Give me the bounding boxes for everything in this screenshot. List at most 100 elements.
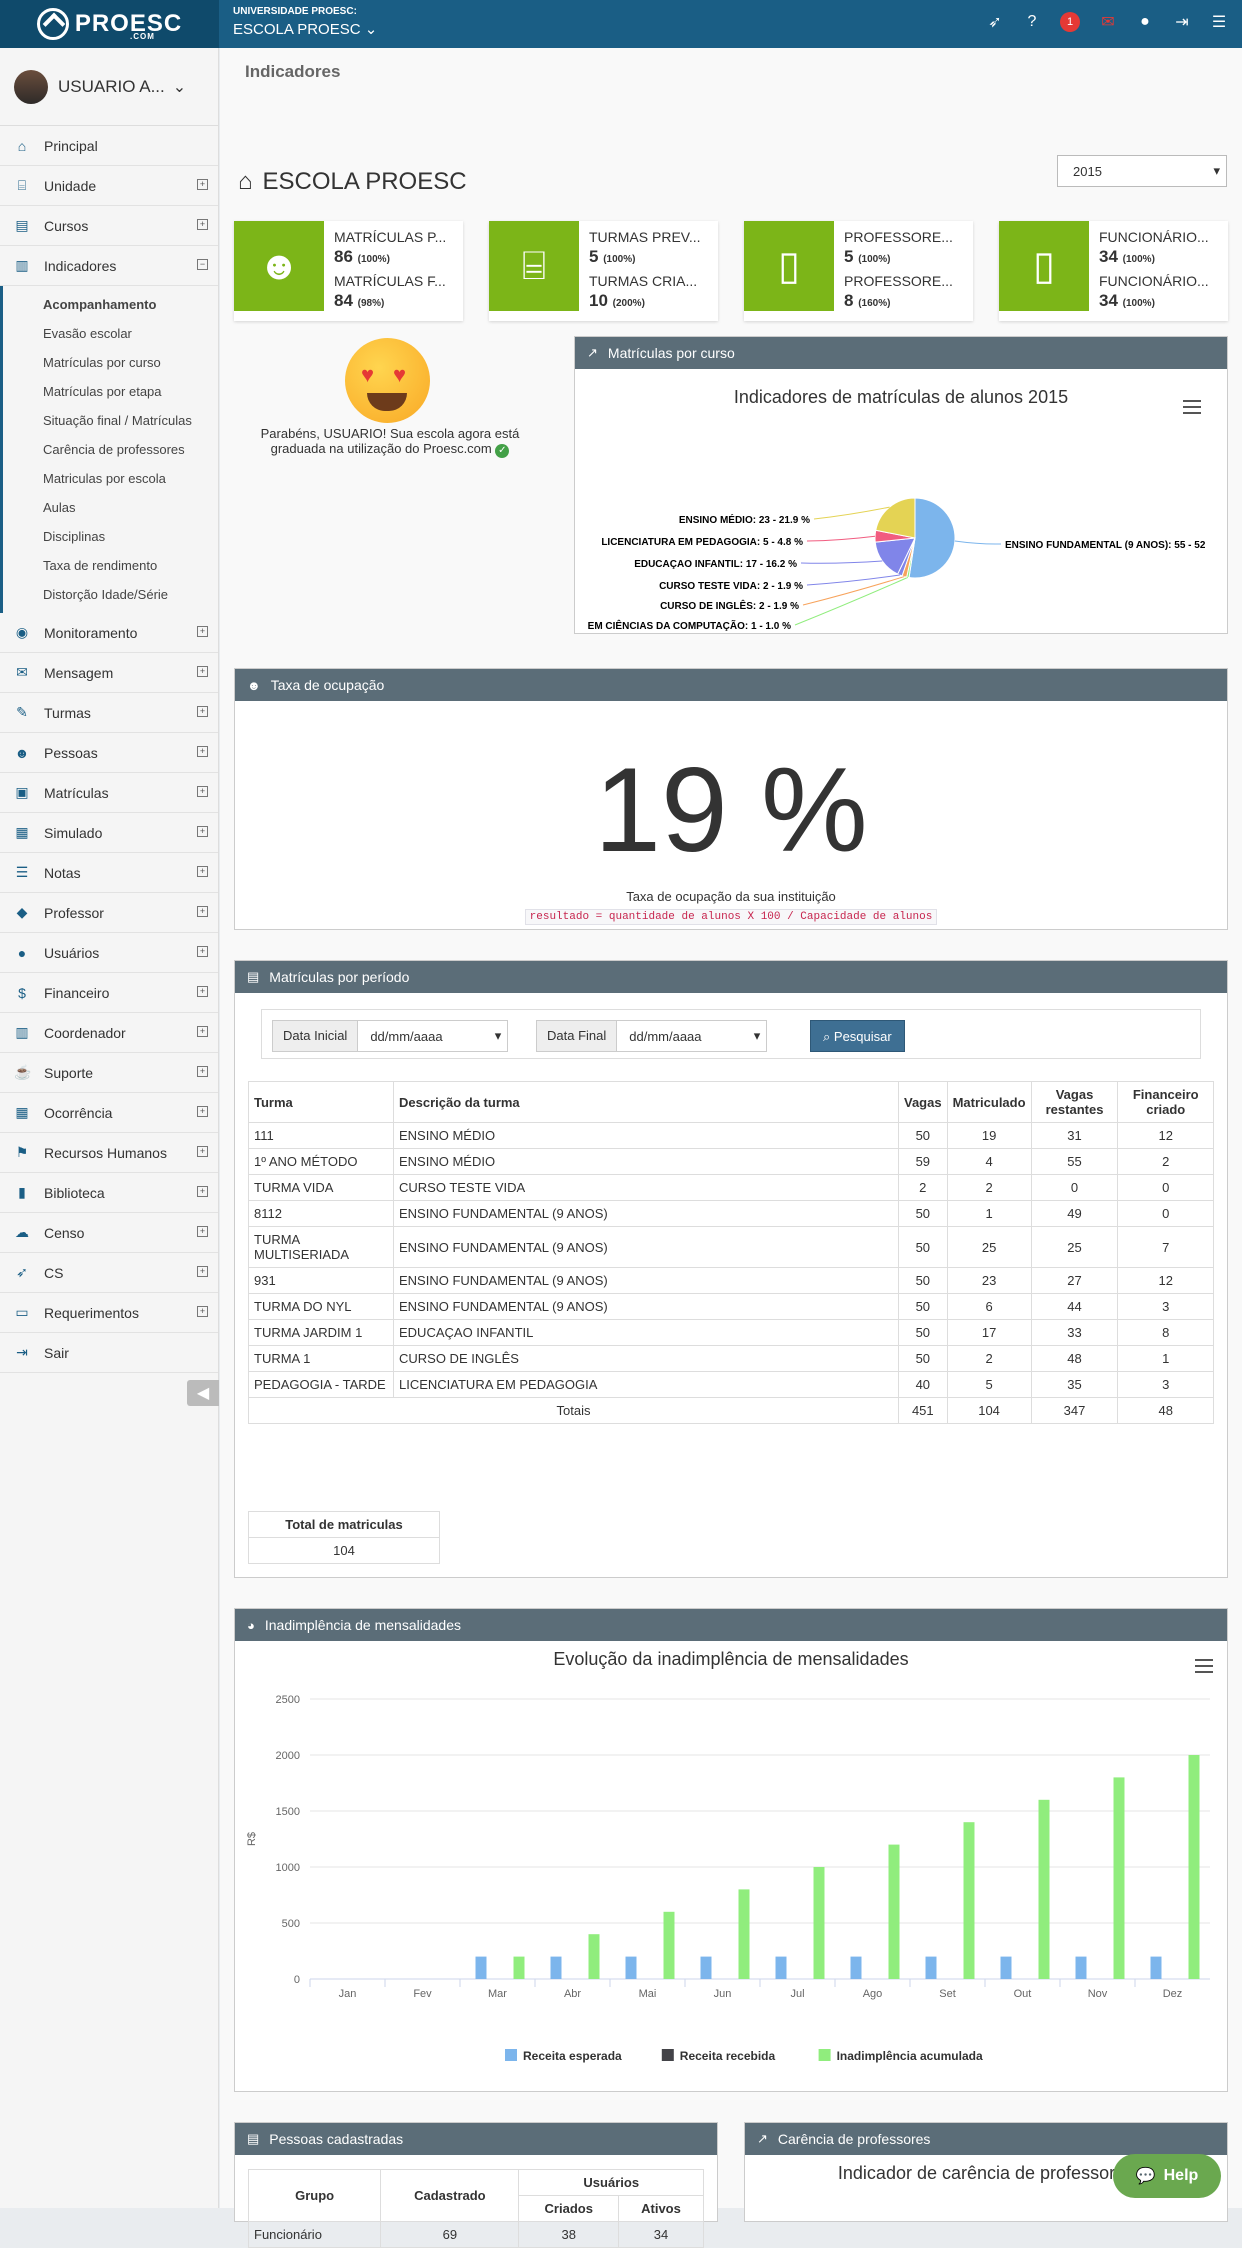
help-button[interactable]: 💬 Help <box>1113 2154 1221 2198</box>
user-icon[interactable]: ● <box>1140 13 1150 30</box>
expand-icon[interactable]: + <box>197 986 208 997</box>
bar[interactable] <box>550 1956 562 1979</box>
sidebar-item-indicadores[interactable]: ▥ Indicadores − <box>0 246 218 286</box>
sidebar-item-recursos-humanos[interactable]: ⚑ Recursos Humanos + <box>0 1133 218 1173</box>
expand-icon[interactable]: + <box>197 666 208 677</box>
submenu-item[interactable]: Evasão escolar <box>43 326 132 341</box>
submenu-item[interactable]: Matrículas por etapa <box>43 384 162 399</box>
sidebar-item-pessoas[interactable]: ☻ Pessoas + <box>0 733 218 773</box>
legend-label[interactable]: Inadimplência acumulada <box>837 2049 983 2063</box>
sidebar-item-mensagem[interactable]: ✉ Mensagem + <box>0 653 218 693</box>
sidebar-item-suporte[interactable]: ☕ Suporte + <box>0 1053 218 1093</box>
sidebar-item-unidade[interactable]: ⌸ Unidade + <box>0 166 218 206</box>
sidebar-item-requerimentos[interactable]: ▭ Requerimentos + <box>0 1293 218 1333</box>
expand-icon[interactable]: + <box>197 826 208 837</box>
school-name[interactable]: ESCOLA PROESC ⌄ <box>233 21 378 38</box>
expand-icon[interactable]: + <box>197 219 208 230</box>
expand-icon[interactable]: + <box>197 786 208 797</box>
rocket-icon[interactable]: ➶ <box>988 14 1002 31</box>
expand-icon[interactable]: + <box>197 866 208 877</box>
expand-icon[interactable]: − <box>197 259 208 270</box>
expand-icon[interactable]: + <box>197 946 208 957</box>
bar[interactable] <box>925 1956 937 1979</box>
submenu-item[interactable]: Matrículas por curso <box>43 355 161 370</box>
bar[interactable] <box>1113 1777 1125 1979</box>
bar[interactable] <box>475 1956 487 1979</box>
expand-icon[interactable]: + <box>197 906 208 917</box>
bar[interactable] <box>775 1956 787 1979</box>
submenu-item[interactable]: Situação final / Matrículas <box>43 413 192 428</box>
expand-icon[interactable]: + <box>197 1026 208 1037</box>
expand-icon[interactable]: + <box>197 706 208 717</box>
legend-label[interactable]: Receita esperada <box>523 2049 622 2063</box>
bar[interactable] <box>588 1934 600 1979</box>
user-profile[interactable]: USUARIO A... ⌄ <box>0 48 218 126</box>
end-date-input[interactable]: dd/mm/aaaa <box>617 1020 768 1052</box>
sidebar-item-financeiro[interactable]: $ Financeiro + <box>0 973 218 1013</box>
menu-icon[interactable]: ☰ <box>1211 14 1227 31</box>
bar[interactable] <box>1150 1956 1162 1979</box>
sidebar-item-cursos[interactable]: ▤ Cursos + <box>0 206 218 246</box>
expand-icon[interactable]: + <box>197 1066 208 1077</box>
bar[interactable] <box>700 1956 712 1979</box>
sidebar-item-sair[interactable]: ⇥ Sair <box>0 1333 218 1373</box>
sidebar-item-ocorr-ncia[interactable]: ▦ Ocorrência + <box>0 1093 218 1133</box>
bar[interactable] <box>738 1889 750 1979</box>
sidebar-item-biblioteca[interactable]: ▮ Biblioteca + <box>0 1173 218 1213</box>
expand-icon[interactable]: + <box>197 746 208 757</box>
sidebar-item-monitoramento[interactable]: ◉ Monitoramento + <box>0 613 218 653</box>
expand-icon[interactable]: + <box>197 626 208 637</box>
sidebar-item-professor[interactable]: ◆ Professor + <box>0 893 218 933</box>
chart-menu-icon[interactable] <box>1195 1659 1213 1673</box>
chart-menu-icon[interactable] <box>1183 400 1201 414</box>
expand-icon[interactable]: + <box>197 1146 208 1157</box>
start-date-input[interactable]: dd/mm/aaaa <box>358 1020 509 1052</box>
school-selector[interactable]: UNIVERSIDADE PROESC: ESCOLA PROESC ⌄ <box>233 6 377 38</box>
bar[interactable] <box>1000 1956 1012 1979</box>
submenu-item[interactable]: Disciplinas <box>43 529 106 544</box>
submenu-item[interactable]: Taxa de rendimento <box>43 558 158 573</box>
bar[interactable] <box>663 1911 675 1979</box>
collapse-sidebar-button[interactable]: ◀ <box>187 1380 219 1406</box>
bar[interactable] <box>888 1844 900 1979</box>
submenu-item[interactable]: Matriculas por escola <box>43 471 166 486</box>
envelope-icon[interactable]: ✉ <box>1101 14 1115 31</box>
submenu-item[interactable]: Aulas <box>43 500 76 515</box>
legend-label[interactable]: Receita recebida <box>680 2049 776 2063</box>
expand-icon[interactable]: + <box>197 1106 208 1117</box>
bar[interactable] <box>625 1956 637 1979</box>
bar[interactable] <box>1038 1799 1050 1979</box>
pie-slice[interactable] <box>908 497 956 579</box>
bar[interactable] <box>1188 1755 1200 1979</box>
bar[interactable] <box>1075 1956 1087 1979</box>
table-cell: TURMA JARDIM 1 <box>248 1319 394 1346</box>
bar[interactable] <box>813 1867 825 1979</box>
expand-icon[interactable]: + <box>197 1186 208 1197</box>
pie-slice[interactable] <box>875 497 916 539</box>
expand-icon[interactable]: + <box>197 1226 208 1237</box>
submenu-item[interactable]: Distorção Idade/Série <box>43 587 169 602</box>
sign-out-icon[interactable]: ⇥ <box>1175 14 1189 31</box>
sidebar-item-cs[interactable]: ➶ CS + <box>0 1253 218 1293</box>
sidebar-item-usu-rios[interactable]: ● Usuários + <box>0 933 218 973</box>
notification-badge[interactable]: 1 <box>1060 12 1080 32</box>
expand-icon[interactable]: + <box>197 179 208 190</box>
submenu-item[interactable]: Carência de professores <box>43 442 185 457</box>
submenu-item[interactable]: Acompanhamento <box>43 297 157 312</box>
year-select[interactable]: 2015 <box>1057 155 1227 187</box>
bar[interactable] <box>850 1956 862 1979</box>
bar[interactable] <box>963 1822 975 1979</box>
sidebar-item-coordenador[interactable]: ▥ Coordenador + <box>0 1013 218 1053</box>
expand-icon[interactable]: + <box>197 1266 208 1277</box>
search-button[interactable]: ⌕ Pesquisar <box>810 1020 905 1052</box>
question-icon[interactable]: ? <box>1027 13 1037 30</box>
sidebar-item-notas[interactable]: ☰ Notas + <box>0 853 218 893</box>
sidebar-item-principal[interactable]: ⌂ Principal <box>0 126 218 166</box>
bar[interactable] <box>513 1956 525 1979</box>
proesc-logo[interactable]: PROESC .COM <box>0 0 219 48</box>
expand-icon[interactable]: + <box>197 1306 208 1317</box>
sidebar-item-turmas[interactable]: ✎ Turmas + <box>0 693 218 733</box>
sidebar-item-censo[interactable]: ☁ Censo + <box>0 1213 218 1253</box>
sidebar-item-simulado[interactable]: ▦ Simulado + <box>0 813 218 853</box>
sidebar-item-matr-culas[interactable]: ▣ Matrículas + <box>0 773 218 813</box>
